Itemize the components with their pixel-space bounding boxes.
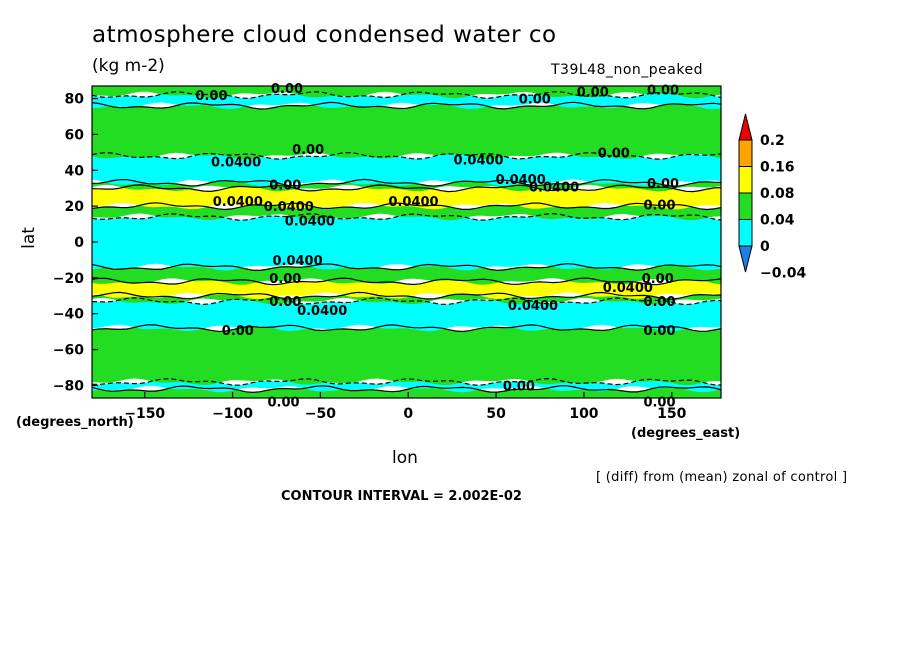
contour-label-8: 0.0400 <box>453 154 503 169</box>
contour-line-12 <box>92 101 721 110</box>
contour-label-3: 0.00 <box>577 85 609 100</box>
contour-line-1 <box>92 377 721 386</box>
colorbar-label-0: 0.2 <box>760 133 785 149</box>
contour-line-13 <box>92 91 721 100</box>
x-axis-units: (degrees_east) <box>631 426 741 441</box>
contour-label-10: 0.0400 <box>529 180 579 195</box>
run-name: T39L48_non_peaked <box>551 62 703 78</box>
contour-label-11: 0.00 <box>269 179 301 194</box>
contour-label-0: 0.00 <box>195 89 227 104</box>
contour-line-11 <box>92 151 721 160</box>
contour-label-20: 0.00 <box>642 272 674 287</box>
colorbar-label-4: 0 <box>760 239 770 255</box>
band-6 <box>92 263 721 285</box>
x-tick-label-5: 100 <box>569 406 598 422</box>
contour-label-18: 0.0400 <box>272 254 322 269</box>
contour-label-21: 0.0400 <box>603 281 653 296</box>
colorbar-segment-0 <box>738 139 753 167</box>
colorbar-label-5: −0.04 <box>760 266 807 282</box>
x-tick-label-3: 0 <box>403 406 413 422</box>
chart-title: atmosphere cloud condensed water co <box>92 22 557 48</box>
band-14 <box>92 86 721 99</box>
y-tick-label-0: −80 <box>53 378 84 394</box>
x-tick-label-4: 50 <box>486 406 506 422</box>
contour-label-25: 0.0400 <box>508 299 558 314</box>
contour-label-29: 0.00 <box>267 396 299 411</box>
contour-interval: CONTOUR INTERVAL = 2.002E-02 <box>281 489 522 504</box>
band-11 <box>92 152 721 187</box>
contour-line-3 <box>92 297 721 306</box>
contour-label-26: 0.00 <box>222 324 254 339</box>
contour-line-0 <box>92 385 721 394</box>
contour-label-23: 0.00 <box>643 295 675 310</box>
colorbar-label-2: 0.08 <box>760 186 795 202</box>
colorbar-segment-3 <box>738 219 753 247</box>
band-3 <box>92 297 721 332</box>
contour-label-6: 0.00 <box>598 146 630 161</box>
y-tick-label-4: 0 <box>74 235 84 251</box>
contour-label-4: 0.00 <box>647 84 679 99</box>
contour-label-30: 0.00 <box>643 396 675 411</box>
band-9 <box>92 184 721 210</box>
contour-label-13: 0.0400 <box>213 195 263 210</box>
plot-field <box>92 86 721 398</box>
axes: −150 −100 −50 0 50 100 150 −80 −60 −40 −20 0 20 40 60 8… <box>53 85 722 422</box>
x-tick-label-6: 150 <box>657 406 686 422</box>
contour-line-8 <box>92 202 721 211</box>
colorbar-label-3: 0.04 <box>760 213 795 229</box>
contour-line-10 <box>92 178 721 187</box>
diff-note: [ (diff) from (mean) zonal of control ] <box>596 470 848 485</box>
contour-label-15: 0.0400 <box>388 195 438 210</box>
contour-label-28: 0.00 <box>503 379 535 394</box>
colorbar-segment-1 <box>738 166 753 194</box>
contour-labels: 0.00 0.000.00 0.00 0.000.00 0.000.0400 0.0400… <box>195 82 679 411</box>
contour-label-16: 0.00 <box>643 198 675 213</box>
colorbar-over-triangle <box>738 113 753 141</box>
y-tick-label-5: 20 <box>65 199 85 215</box>
y-tick-label-2: −40 <box>53 307 84 323</box>
x-tick-label-0: −150 <box>124 406 165 422</box>
contour-label-14: 0.0400 <box>264 200 314 215</box>
band-2 <box>92 324 721 386</box>
contour-label-12: 0.00 <box>647 177 679 192</box>
contour-line-5 <box>92 277 721 286</box>
y-tick-label-1: −60 <box>53 343 84 359</box>
contour-label-2: 0.00 <box>519 93 551 108</box>
y-tick-label-7: 60 <box>65 127 85 143</box>
contour-label-1: 0.00 <box>271 82 303 97</box>
y-tick-label-3: −20 <box>53 271 84 287</box>
contour-line-7 <box>92 212 721 221</box>
colorbar: 0.2 0.16 0.08 0.04 0 −0.04 <box>738 113 807 282</box>
band-7 <box>92 213 721 271</box>
colorbar-under-triangle <box>738 245 753 273</box>
colorbar-label-1: 0.16 <box>760 160 795 176</box>
contour-label-19: 0.00 <box>269 272 301 287</box>
x-tick-label-2: −50 <box>305 406 336 422</box>
contour-label-7: 0.0400 <box>211 155 261 170</box>
y-tick-label-8: 80 <box>65 92 85 108</box>
contour-label-9: 0.0400 <box>496 173 546 188</box>
y-tick-label-6: 40 <box>65 163 85 179</box>
contour-line-4 <box>92 291 721 300</box>
band-12 <box>92 102 721 160</box>
contour-line-6 <box>92 263 721 272</box>
contour-label-24: 0.0400 <box>297 304 347 319</box>
x-tick-label-1: −100 <box>212 406 253 422</box>
contour-line-9 <box>92 184 721 193</box>
contour-label-22: 0.00 <box>269 295 301 310</box>
contour-label-17: 0.0400 <box>285 214 335 229</box>
contour-label-27: 0.00 <box>643 324 675 339</box>
x-axis-label: lon <box>392 448 418 468</box>
chart-units: (kg m-2) <box>92 56 165 76</box>
colorbar-segment-2 <box>738 192 753 220</box>
y-axis-units: (degrees_north) <box>16 415 134 430</box>
contour-label-5: 0.00 <box>292 143 324 158</box>
contour-line-2 <box>92 324 721 333</box>
